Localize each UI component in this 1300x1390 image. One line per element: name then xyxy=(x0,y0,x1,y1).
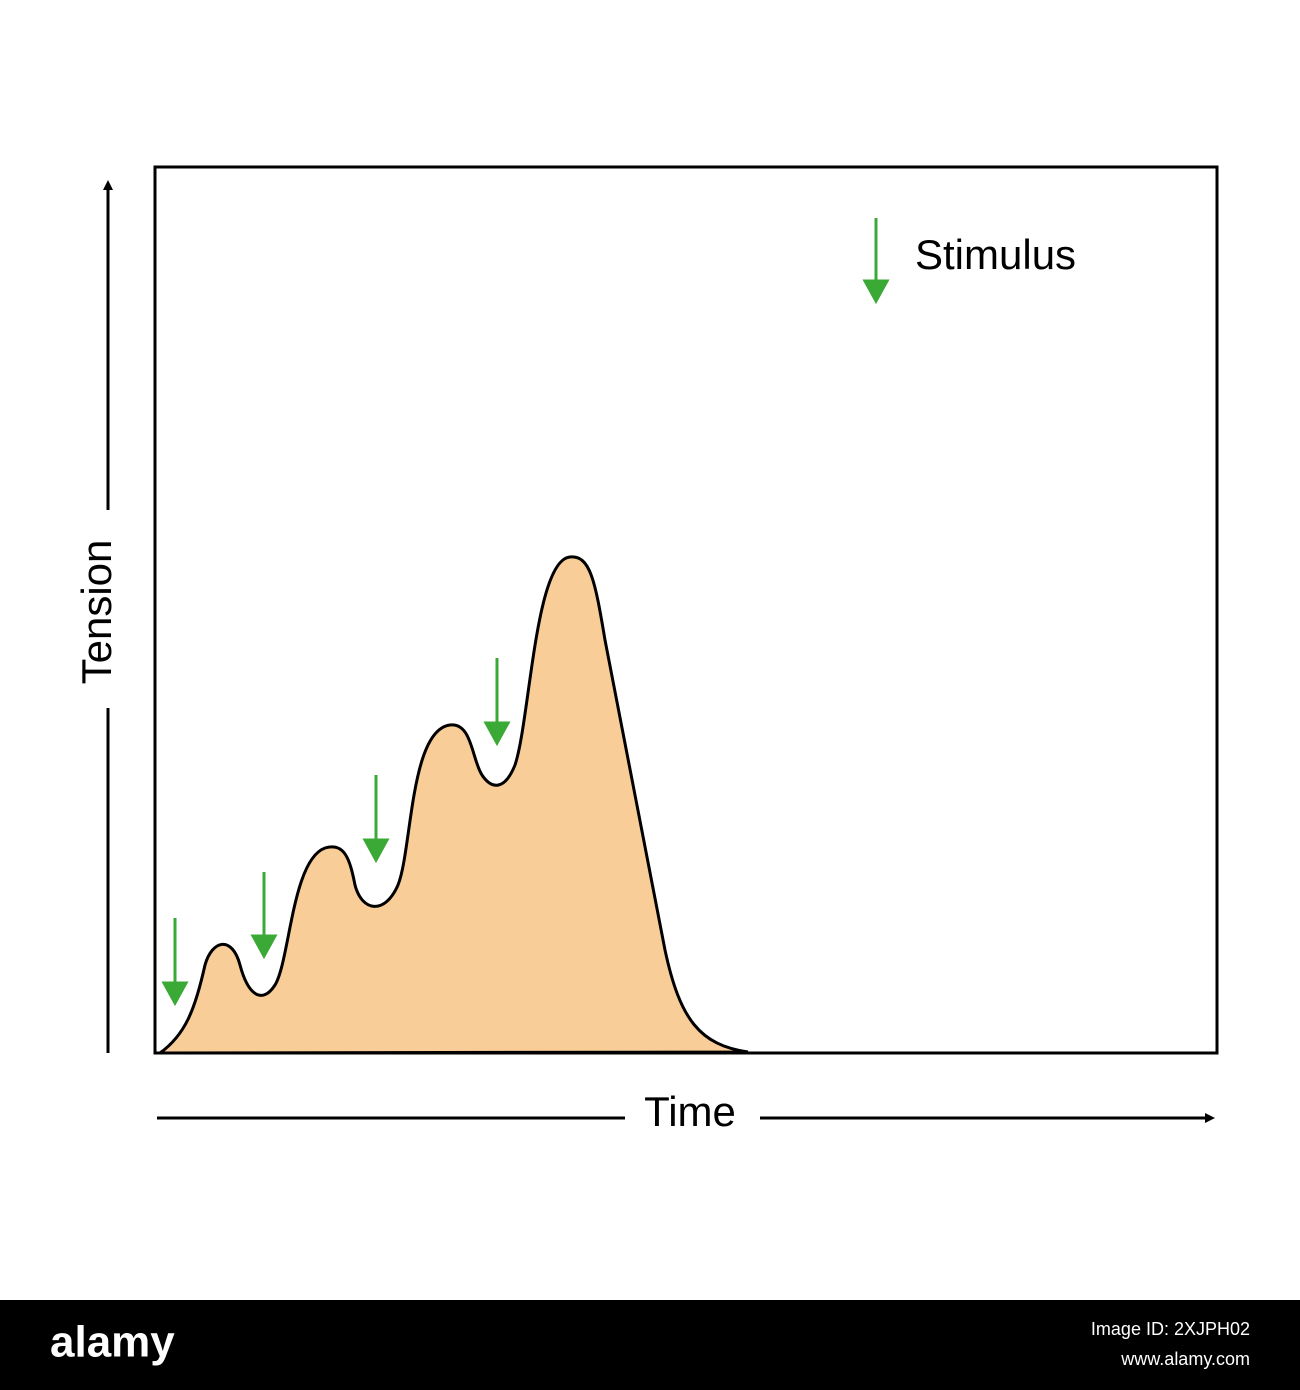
arrow-head xyxy=(161,981,189,1007)
footer-url: www.alamy.com xyxy=(1120,1349,1250,1369)
background xyxy=(0,0,1300,1300)
footer-brand: alamy xyxy=(50,1318,175,1367)
arrow-head xyxy=(862,279,890,305)
legend-label: Stimulus xyxy=(915,231,1076,278)
y-axis-label: Tension xyxy=(73,540,120,685)
tension-curve xyxy=(155,555,749,1055)
arrow-head xyxy=(483,721,511,747)
plot-frame xyxy=(153,165,1219,1055)
stimulus-arrows xyxy=(161,218,890,1007)
x-axis-label: Time xyxy=(644,1088,736,1135)
footer-image-id: Image ID: 2XJPH02 xyxy=(1091,1319,1250,1339)
arrow-head xyxy=(250,934,278,960)
footer-bar xyxy=(0,1300,1300,1390)
arrow-head xyxy=(362,838,390,864)
